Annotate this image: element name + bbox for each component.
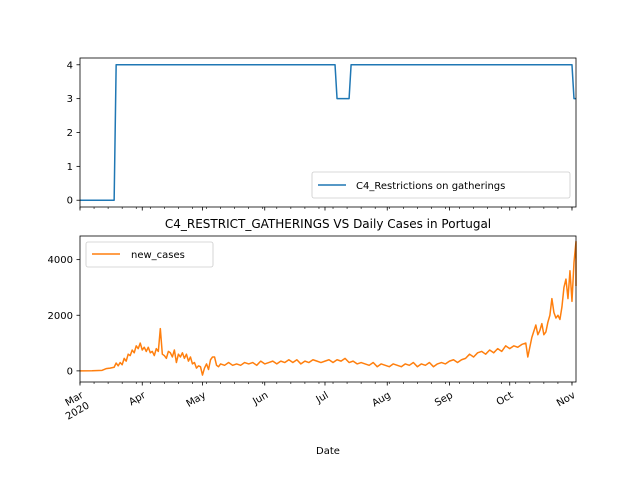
bottom-y-tick-label: 2000 xyxy=(48,311,73,322)
x-tick-label: Nov xyxy=(555,390,577,409)
x-tick-label: Oct xyxy=(495,390,516,408)
x-tick-label: Jun xyxy=(250,390,270,408)
chart-title: C4_RESTRICT_GATHERINGS VS Daily Cases in… xyxy=(165,217,491,231)
x-tick-label: Aug xyxy=(370,390,392,409)
bottom-legend-label: new_cases xyxy=(131,250,185,261)
top-y-tick-label: 0 xyxy=(67,196,73,207)
x-tick-label: May xyxy=(185,390,208,410)
bottom-y-tick-label: 0 xyxy=(67,366,73,377)
x-tick-label: Sep xyxy=(433,390,455,409)
bottom-series-group xyxy=(79,240,577,376)
bottom-legend-box xyxy=(85,241,214,268)
top-y-tick-label: 4 xyxy=(67,60,73,71)
bottom-panel: C4_RESTRICT_GATHERINGS VS Daily Cases in… xyxy=(48,217,578,457)
x-axis-label: Date xyxy=(316,446,340,457)
top-y-tick-label: 3 xyxy=(67,94,73,105)
top-series-group xyxy=(80,64,576,201)
series-line-c4-restrictions-on-gatherings xyxy=(80,64,576,201)
bottom-legend: new_cases xyxy=(85,241,214,268)
bottom-y-tick-label: 4000 xyxy=(48,255,73,266)
bottom-axes-frame xyxy=(79,235,577,383)
top-legend-box xyxy=(311,171,571,199)
top-legend: C4_Restrictions on gatherings xyxy=(311,171,571,199)
top-y-tick-label: 2 xyxy=(67,128,73,139)
top-y-tick-label: 1 xyxy=(67,162,73,173)
x-tick-label: Jul xyxy=(314,390,331,406)
top-x-ticks xyxy=(79,207,573,211)
top-y-ticks: 0 1 2 3 4 xyxy=(67,60,80,207)
series-line-new-cases xyxy=(79,240,577,376)
x-tick-label: Apr xyxy=(127,390,148,409)
top-legend-label: C4_Restrictions on gatherings xyxy=(356,181,505,192)
top-panel: 0 1 2 3 4 C4_Restrictions on gatherings xyxy=(67,57,577,211)
bottom-y-ticks: 0 2000 4000 xyxy=(48,255,80,377)
